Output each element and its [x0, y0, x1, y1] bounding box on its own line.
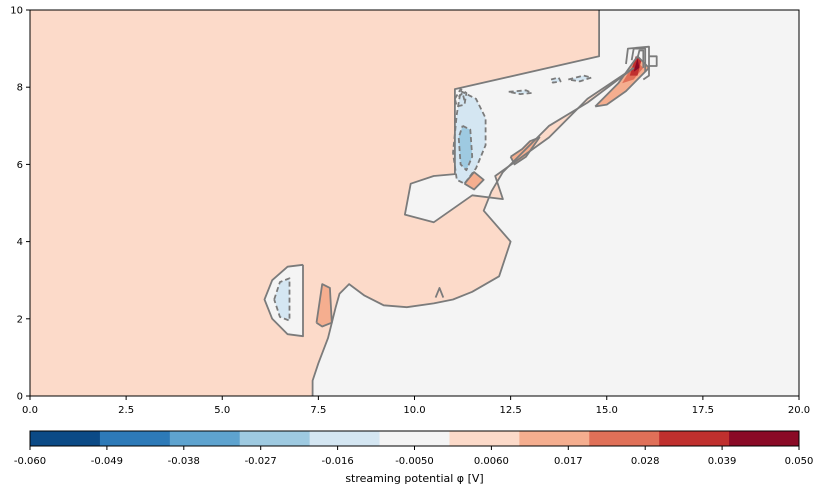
x-tick-label: 12.5: [499, 405, 521, 416]
colorbar-label: streaming potential φ [V]: [345, 472, 483, 485]
colorbar-tick-label: -0.027: [245, 456, 277, 467]
y-tick-label: 8: [17, 83, 23, 94]
contour-line-9: [630, 47, 647, 72]
colorbar-tick-label: -0.0050: [395, 456, 434, 467]
contour-line-1: [311, 67, 635, 396]
contour-line-0: [403, 10, 635, 224]
contour-line-19: [568, 74, 593, 83]
colorbar-tick-label: -0.038: [168, 456, 200, 467]
contour-lines: [263, 10, 658, 396]
x-tick-label: 20.0: [788, 405, 810, 416]
x-tick-label: 0.0: [22, 405, 38, 416]
contour-line-17: [508, 89, 533, 95]
contour-line-2: [263, 263, 304, 338]
colorbar-tick-label: 0.050: [785, 456, 814, 467]
contour-line-11: [649, 55, 658, 67]
contour-line-6: [509, 136, 541, 166]
colorbar-tick-label: -0.060: [14, 456, 46, 467]
colorbar-cell-5: [379, 431, 450, 446]
plot-area: 0.0 2.5 5.0 7.5 10.0 12.5 15.0 17.5 20.0 0 2 4 6 8 10: [10, 6, 810, 417]
colorbar-cell-2: [169, 431, 241, 446]
colorbar-cell-7: [519, 431, 590, 446]
colorbar-tick-label: 0.039: [708, 456, 737, 467]
y-tick-label: 4: [17, 237, 23, 248]
colorbar-tick-label: 0.0060: [474, 456, 509, 467]
y-tick-label: 0: [17, 392, 23, 403]
colorbar-tick-label: -0.049: [91, 456, 123, 467]
colorbar-cell-0: [30, 431, 101, 446]
contour-region-6: [551, 77, 561, 83]
colorbar-ticks: -0.060 -0.049 -0.038 -0.027 -0.016 -0.0050 0.0…: [14, 446, 813, 467]
colorbar-cell-6: [449, 431, 520, 446]
x-tick-label: 17.5: [692, 405, 714, 416]
contour-line-14: [454, 88, 468, 108]
contour-line-10: [636, 49, 645, 68]
contour-line-13: [457, 124, 474, 172]
colorbar-cell-3: [239, 431, 311, 446]
colorbar-cell-9: [659, 431, 730, 446]
x-tick-label: 15.0: [596, 405, 618, 416]
colorbar-tick-label: 0.028: [631, 456, 660, 467]
contour-region-0: [30, 10, 634, 396]
contour-line-15: [458, 92, 466, 101]
y-tick-label: 6: [17, 160, 23, 171]
colorbar-cell-8: [589, 431, 660, 446]
y-axis: 0 2 4 6 8 10: [10, 6, 30, 403]
contour-region-3: [458, 125, 473, 171]
colorbar-cell-1: [99, 431, 171, 446]
contour-line-18: [550, 76, 562, 84]
colorbar: -0.060 -0.049 -0.038 -0.027 -0.016 -0.0050 0.0…: [14, 430, 813, 485]
x-tick-label: 2.5: [118, 405, 134, 416]
x-tick-label: 5.0: [214, 405, 230, 416]
contour-line-4: [315, 283, 333, 328]
contour-line-3: [434, 286, 445, 298]
contour-line-12: [452, 90, 487, 185]
colorbar-cell-10: [729, 431, 800, 446]
contour-line-8: [625, 45, 650, 81]
contour-region-14: [633, 58, 640, 72]
colorbar-cell-4: [309, 431, 381, 446]
colorbar-cells: [30, 431, 800, 446]
contour-line-16: [273, 277, 291, 322]
colorbar-tick-label: 0.017: [554, 456, 583, 467]
x-tick-label: 7.5: [310, 405, 326, 416]
contour-region-8: [316, 284, 332, 327]
x-tick-label: 10.0: [403, 405, 425, 416]
y-tick-label: 10: [10, 6, 23, 17]
colorbar-tick-label: -0.016: [321, 456, 353, 467]
y-tick-label: 2: [17, 314, 23, 325]
x-axis: 0.0 2.5 5.0 7.5 10.0 12.5 15.0 17.5 20.0: [22, 396, 810, 416]
